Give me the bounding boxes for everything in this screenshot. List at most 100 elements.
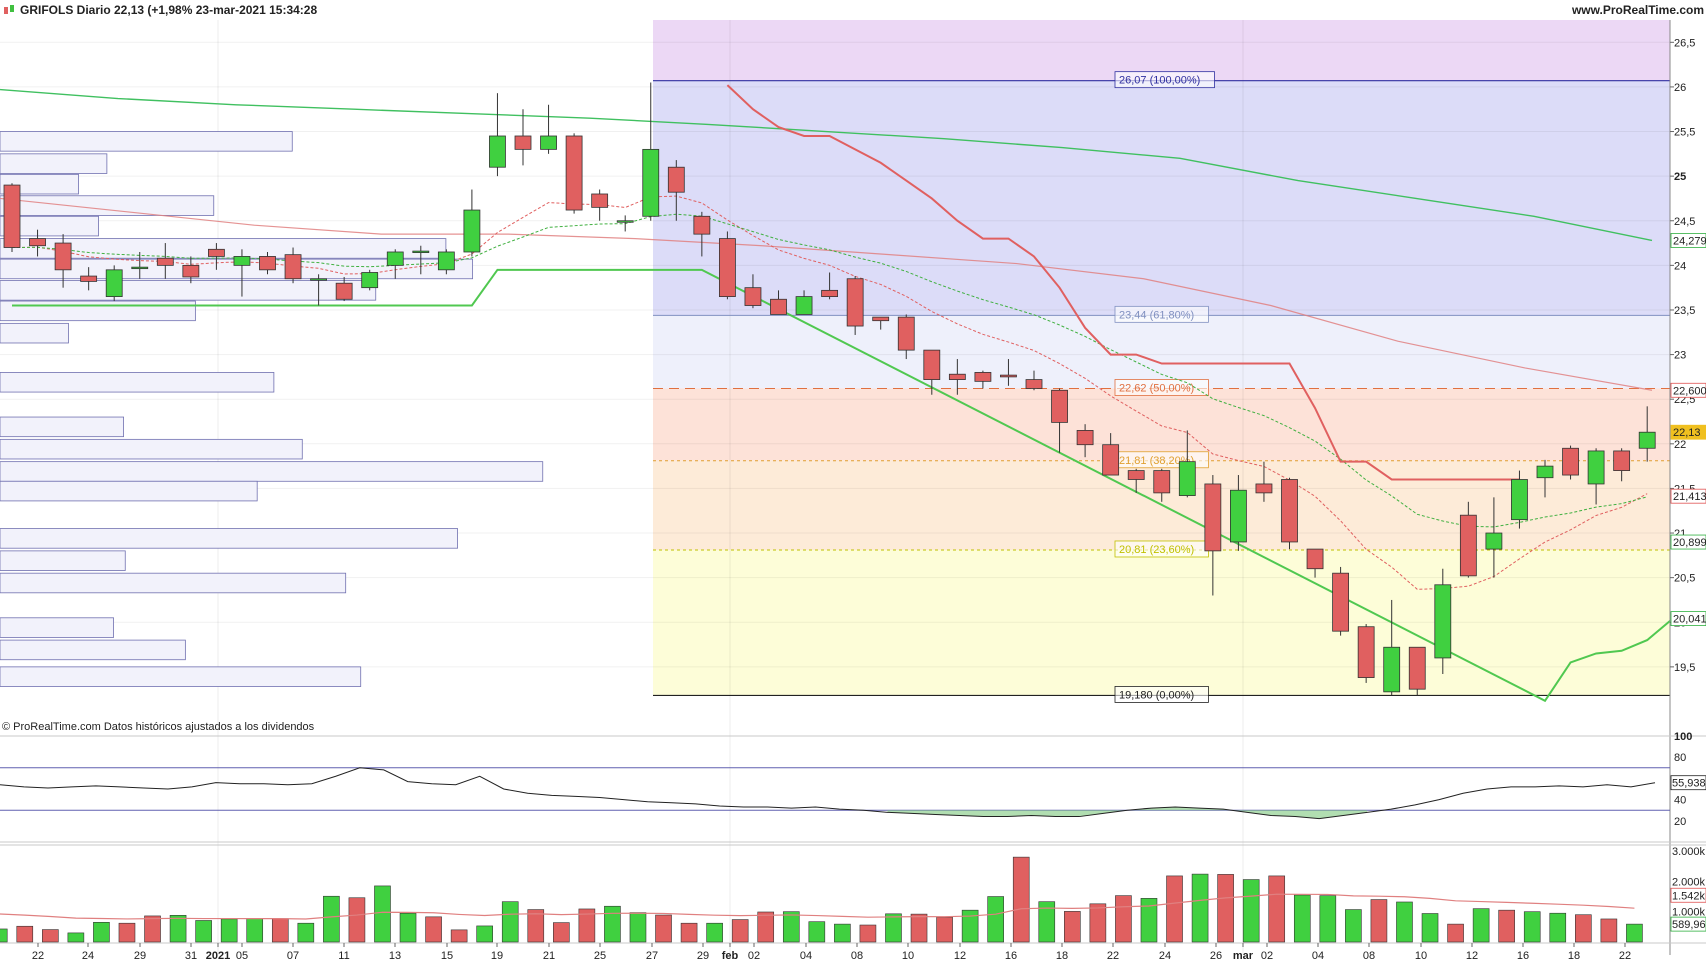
candle-body-1	[29, 238, 46, 247]
candle-body-58	[1485, 532, 1503, 550]
volume-bar-19	[348, 897, 366, 943]
volume-bar-68	[1600, 918, 1618, 943]
price-tick-label-4: 24,5	[1674, 216, 1695, 228]
date-tick-label-2: 29	[134, 950, 146, 962]
price-marker-box-5	[1670, 611, 1706, 626]
volume-bar-31	[655, 914, 672, 943]
date-tick-label-14: 29	[697, 950, 709, 962]
candle-body-62	[1587, 450, 1605, 485]
date-tick-label-31: 12	[1466, 950, 1478, 962]
volume-bar-60	[1396, 901, 1413, 943]
fib-zone-1	[653, 80, 1670, 316]
fib-zone-2	[653, 315, 1670, 389]
volume-bar-45	[1012, 856, 1030, 943]
candle-body-51	[1306, 548, 1324, 570]
date-tick-label-30: 10	[1415, 950, 1427, 962]
volume-bar-22	[425, 916, 442, 943]
candle-body-29	[744, 287, 762, 306]
candle-body-50	[1281, 479, 1298, 543]
candle-body-39	[1000, 374, 1017, 378]
price-tick-label-12: 20,5	[1674, 573, 1695, 585]
date-tick-label-8: 13	[389, 950, 401, 962]
volume-bar-14	[220, 918, 238, 943]
candle-body-24	[616, 220, 634, 223]
supertrend-green-line	[12, 268, 1674, 703]
candle-body-32	[821, 289, 838, 297]
volume-bar-39	[859, 924, 877, 943]
candle-body-36	[923, 349, 941, 380]
volume-profile-bar-16	[0, 550, 126, 571]
candle-body-8	[207, 248, 225, 257]
candle-body-63	[1613, 450, 1631, 471]
osc-last-value-label: 55,938	[1672, 778, 1706, 790]
date-tick-label-11: 21	[543, 950, 555, 962]
candle-body-11	[284, 254, 302, 280]
date-tick-label-13: 27	[646, 950, 658, 962]
osc-last-value-box	[1670, 775, 1706, 791]
price-marker-label-3: 21,413	[1673, 491, 1706, 503]
price-marker-label-4: 20,899	[1673, 537, 1706, 549]
date-tick-label-0: 22	[32, 950, 44, 962]
volume-bar-38	[834, 923, 851, 943]
candle-body-27	[693, 215, 711, 235]
candle-body-12	[310, 278, 328, 281]
volume-bar-65	[1523, 911, 1541, 943]
candle-body-14	[361, 272, 379, 289]
price-tick-label-6: 23,5	[1674, 305, 1695, 317]
ema-fast-line	[11, 195, 1648, 590]
fib-label-box-1	[1114, 305, 1209, 323]
fib-label-4: 20,81 (23,60%)	[1119, 544, 1194, 556]
date-tick-label-23: 22	[1107, 950, 1119, 962]
volume-bar-56	[1293, 894, 1311, 943]
volume-bar-47	[1064, 911, 1081, 943]
date-tick-label-34: 22	[1619, 950, 1631, 962]
volume-bar-8	[67, 932, 85, 943]
volume-profile-bar-3	[0, 195, 215, 216]
candlestick-icon	[4, 5, 14, 14]
ma-long-line	[0, 88, 1653, 242]
volume-bar-16	[271, 918, 289, 943]
fib-label-2: 22,62 (50,00%)	[1119, 382, 1194, 394]
volume-bar-36	[782, 911, 800, 943]
price-tick-label-2: 25,5	[1674, 127, 1695, 139]
candle-body-40	[1025, 379, 1043, 389]
price-marker-box-1	[1670, 382, 1706, 398]
fib-label-3: 21,81 (38,20%)	[1119, 455, 1194, 467]
candle-body-61	[1562, 447, 1579, 476]
price-marker-label-0: 24,279	[1673, 235, 1706, 247]
volume-bar-11	[144, 915, 161, 943]
volume-bar-9	[93, 921, 110, 943]
date-tick-label-28: 04	[1312, 950, 1324, 962]
volume-profile-bar-1	[0, 153, 108, 174]
volume-profile-bar-14	[0, 480, 258, 502]
volume-bar-67	[1575, 914, 1592, 943]
volume-bar-23	[450, 929, 468, 943]
volume-bar-29	[604, 905, 621, 943]
candle-body-19	[489, 135, 506, 168]
volume-bar-28	[578, 908, 596, 943]
volume-bar-57	[1319, 895, 1337, 943]
osc-tick-label-3: 20	[1674, 816, 1686, 828]
date-tick-label-27: 02	[1261, 950, 1273, 962]
volume-profile-bar-4	[0, 215, 99, 237]
candle-body-56	[1434, 584, 1452, 659]
ema-slow-line	[11, 213, 1648, 528]
candle-body-37	[948, 373, 966, 380]
candle-body-3	[80, 275, 98, 282]
price-axis: 26,52625,52524,52423,52322,52221,52120,5…	[1669, 20, 1706, 964]
volume-bar-55	[1268, 875, 1286, 943]
candle-body-42	[1076, 430, 1094, 446]
volume-bar-35	[757, 911, 775, 943]
date-axis: 22 24 29 31 2021 05 07 11 13 15 19 21 25 27 29 feb 02 04 0…	[0, 942, 1706, 962]
price-marker-label-1: 22,600	[1673, 385, 1706, 397]
volume-bar-44	[987, 896, 1004, 943]
candle-body-10	[259, 256, 276, 271]
volume-bar-49	[1115, 895, 1132, 943]
date-tick-label-17: 04	[800, 950, 812, 962]
candle-body-13	[335, 282, 353, 300]
volume-bar-34	[731, 919, 749, 943]
site-url[interactable]: www.ProRealTime.com	[1571, 3, 1704, 17]
price-marker-box-3	[1670, 488, 1706, 504]
